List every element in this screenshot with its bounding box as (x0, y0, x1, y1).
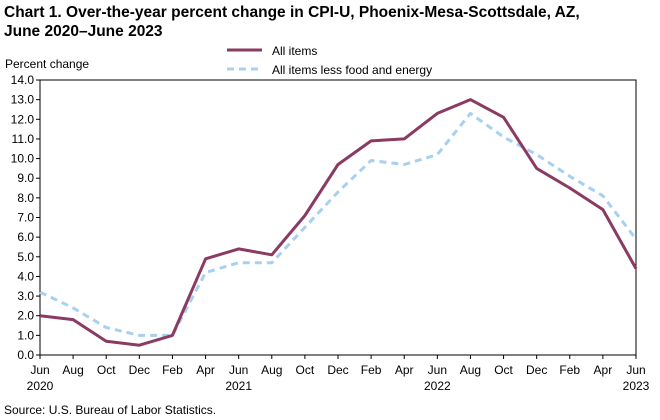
y-tick-label: 3.0 (17, 289, 34, 303)
x-year-label: 2021 (225, 379, 252, 393)
x-tick-label: Jun (30, 363, 49, 377)
plot-area (39, 79, 637, 356)
x-tick-label: Aug (460, 363, 481, 377)
chart-title-line-1: Chart 1. Over-the-year percent change in… (4, 4, 580, 21)
x-tick-label: Feb (361, 363, 382, 377)
x-tick-label: Jun (428, 363, 447, 377)
y-tick-label: 7.0 (17, 211, 34, 225)
x-tick-label: Oct (97, 363, 116, 377)
y-axis: 0.0 1.0 2.0 3.0 4.0 5.0 6.0 7.0 8.0 9.0 10.0 11.0 12… (11, 73, 40, 362)
x-tick-label: Jun (626, 363, 645, 377)
x-tick-label: Oct (494, 363, 513, 377)
source-note: Source: U.S. Bureau of Labor Statistics. (4, 403, 216, 417)
y-tick-label: 1.0 (17, 328, 34, 342)
x-tick-label: Jun (229, 363, 248, 377)
y-axis-title: Percent change (5, 57, 89, 71)
x-year-label: 2020 (27, 379, 54, 393)
x-tick-label: Feb (559, 363, 580, 377)
plot-border (39, 79, 637, 356)
y-tick-label: 14.0 (11, 73, 35, 87)
legend-label-all-items: All items (272, 44, 317, 58)
x-tick-label: Feb (162, 363, 183, 377)
y-tick-label: 12.0 (11, 112, 35, 126)
y-tick-label: 11.0 (12, 132, 35, 146)
x-tick-label: Apr (196, 363, 215, 377)
x-tick-label: Dec (327, 363, 348, 377)
x-tick-label: Oct (296, 363, 315, 377)
x-axis: Jun Aug Oct Dec Feb Apr Jun Aug Oct Dec Feb Apr Jun A… (27, 355, 650, 393)
y-tick-label: 10.0 (11, 152, 35, 166)
legend-label-core: All items less food and energy (272, 63, 432, 77)
x-year-label: 2022 (424, 379, 451, 393)
x-year-label: 2023 (623, 379, 650, 393)
series-line-all-items (39, 98, 638, 347)
x-tick-label: Aug (62, 363, 83, 377)
y-tick-label: 13.0 (11, 93, 35, 107)
y-tick-label: 5.0 (17, 250, 34, 264)
x-tick-label: Dec (526, 363, 547, 377)
legend: All items All items less food and energy (227, 44, 432, 77)
series-line-core (39, 111, 638, 337)
x-tick-label: Dec (129, 363, 150, 377)
y-tick-label: 6.0 (17, 230, 34, 244)
x-tick-label: Aug (261, 363, 282, 377)
y-tick-label: 2.0 (17, 309, 34, 323)
y-tick-label: 0.0 (17, 348, 34, 362)
y-tick-label: 4.0 (17, 269, 34, 283)
y-tick-label: 8.0 (17, 191, 34, 205)
y-tick-label: 9.0 (17, 171, 34, 185)
x-tick-label: Apr (395, 363, 414, 377)
chart-title-line-2: June 2020–June 2023 (4, 23, 163, 40)
x-tick-label: Apr (594, 363, 613, 377)
series-lines (39, 98, 638, 347)
